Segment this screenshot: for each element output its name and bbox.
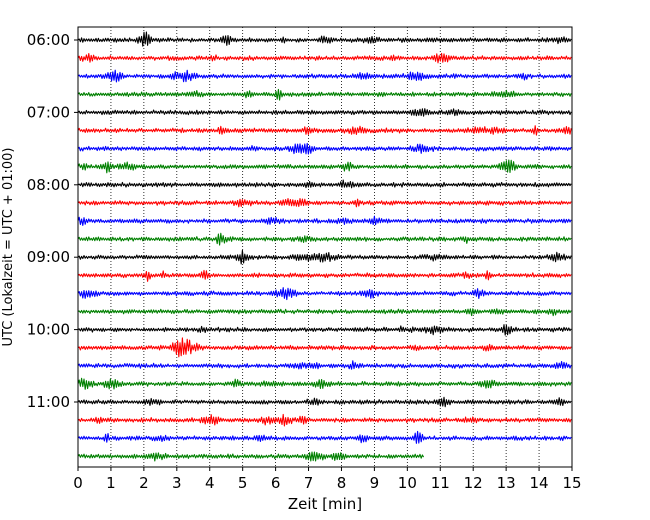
y-tick-label: 10:00 bbox=[27, 321, 70, 339]
seismic-trace bbox=[77, 269, 572, 282]
seismic-trace bbox=[77, 413, 572, 427]
seismic-trace bbox=[77, 88, 572, 101]
seismic-trace bbox=[77, 308, 572, 317]
seismic-trace bbox=[77, 108, 572, 117]
x-tick-label: 1 bbox=[106, 474, 116, 492]
seismic-trace bbox=[77, 125, 572, 136]
y-tick-label: 08:00 bbox=[27, 176, 70, 194]
x-axis-ticks: 0 1 2 3 4 5 6 7 8 9 10 11 12 13 14 15 bbox=[73, 467, 582, 492]
seismic-trace bbox=[77, 249, 572, 265]
seismic-trace bbox=[77, 215, 572, 227]
x-tick-label: 12 bbox=[464, 474, 483, 492]
seismic-trace bbox=[77, 159, 572, 174]
seismic-trace bbox=[77, 31, 572, 47]
x-tick-label: 8 bbox=[337, 474, 347, 492]
x-tick-label: 9 bbox=[370, 474, 380, 492]
seismic-trace bbox=[77, 179, 572, 189]
x-tick-label: 4 bbox=[205, 474, 215, 492]
y-tick-label: 09:00 bbox=[27, 248, 70, 266]
y-axis-ticks: 06:00 07:00 08:00 09:00 10:00 11:00 bbox=[27, 31, 78, 411]
seismic-trace bbox=[77, 451, 425, 462]
x-tick-label: 11 bbox=[431, 474, 450, 492]
x-tick-label: 10 bbox=[398, 474, 417, 492]
seismic-trace bbox=[77, 377, 572, 390]
seismic-trace bbox=[77, 396, 572, 408]
x-tick-label: 5 bbox=[238, 474, 248, 492]
x-tick-label: 2 bbox=[139, 474, 149, 492]
plot-frame bbox=[77, 26, 573, 468]
x-tick-label: 7 bbox=[304, 474, 314, 492]
seismic-trace bbox=[77, 232, 572, 246]
seismic-trace bbox=[77, 360, 572, 370]
seismic-trace bbox=[77, 52, 572, 64]
seismic-trace bbox=[77, 337, 572, 358]
y-axis-label: UTC (Lokalzeit = UTC + 01:00) bbox=[1, 148, 16, 347]
seismic-trace bbox=[77, 198, 572, 208]
x-tick-label: 13 bbox=[497, 474, 516, 492]
x-axis-label: Zeit [min] bbox=[288, 495, 362, 513]
y-tick-label: 06:00 bbox=[27, 31, 70, 49]
x-tick-label: 6 bbox=[271, 474, 281, 492]
y-tick-label: 07:00 bbox=[27, 103, 70, 121]
seismic-trace bbox=[77, 324, 572, 336]
x-tick-label: 14 bbox=[530, 474, 549, 492]
seismic-trace bbox=[77, 287, 572, 301]
trace-group bbox=[77, 31, 572, 462]
seismic-trace bbox=[77, 69, 572, 83]
seismic-trace bbox=[77, 430, 572, 444]
seismic-trace bbox=[77, 142, 572, 155]
x-tick-label: 15 bbox=[562, 474, 581, 492]
y-tick-label: 11:00 bbox=[27, 393, 70, 411]
x-tick-label: 0 bbox=[73, 474, 83, 492]
x-tick-label: 3 bbox=[172, 474, 182, 492]
